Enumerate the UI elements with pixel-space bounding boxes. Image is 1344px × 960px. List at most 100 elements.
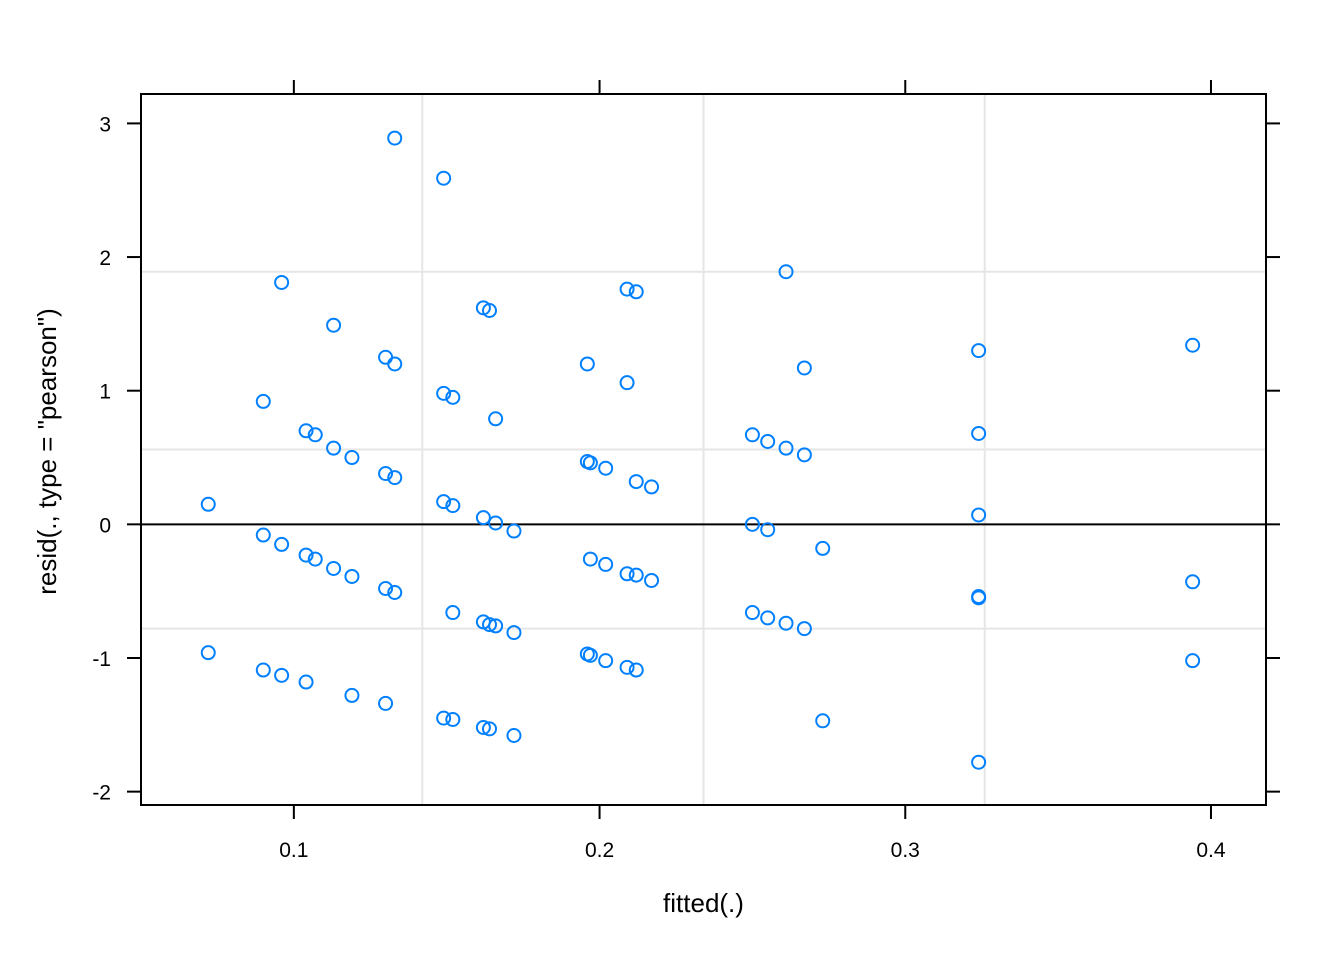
data-point (815, 713, 831, 729)
data-point (326, 440, 342, 456)
data-point (255, 527, 271, 543)
data-point (760, 522, 776, 538)
data-point (488, 618, 504, 634)
data-point (378, 695, 394, 711)
data-point (344, 568, 360, 584)
x-tick-label: 0.2 (585, 839, 614, 862)
data-point (744, 605, 760, 621)
data-point (971, 343, 987, 359)
x-tick-label: 0.4 (1196, 839, 1226, 862)
data-point (298, 547, 314, 563)
data-point (445, 498, 461, 514)
data-point (598, 460, 614, 476)
data-point (1185, 653, 1201, 669)
y-tick-label: -1 (92, 648, 111, 671)
data-point (796, 447, 812, 463)
data-point (628, 567, 644, 583)
data-point (796, 621, 812, 637)
data-point (628, 662, 644, 678)
data-point (778, 440, 794, 456)
data-point (200, 496, 216, 512)
data-point (387, 356, 403, 372)
data-point (760, 610, 776, 626)
data-point (436, 170, 452, 186)
data-point (274, 536, 290, 552)
data-point (475, 719, 491, 735)
data-point (482, 617, 498, 633)
y-tick-label: 3 (99, 113, 111, 136)
data-point (445, 389, 461, 405)
x-tick-label: 0.3 (891, 839, 920, 862)
data-point (274, 274, 290, 290)
data-point (971, 507, 987, 523)
data-point (971, 425, 987, 441)
data-point (475, 510, 491, 526)
data-point (298, 674, 314, 690)
data-point (506, 625, 522, 641)
data-point (307, 551, 323, 567)
data-point (274, 667, 290, 683)
data-point (200, 645, 216, 661)
data-point (619, 281, 635, 297)
data-point (506, 728, 522, 744)
data-point (598, 653, 614, 669)
data-point (445, 605, 461, 621)
data-point (796, 360, 812, 376)
y-tick-label: -2 (92, 782, 111, 805)
x-tick-label: 0.1 (279, 839, 308, 862)
data-point (619, 375, 635, 391)
data-point (582, 455, 598, 471)
data-point (582, 551, 598, 567)
data-point (344, 450, 360, 466)
data-point (1185, 574, 1201, 590)
data-point (326, 560, 342, 576)
data-point (482, 721, 498, 737)
data-point (582, 647, 598, 663)
data-point (971, 754, 987, 770)
data-point (815, 540, 831, 556)
data-point (378, 466, 394, 482)
y-tick-label: 0 (99, 514, 111, 537)
data-point (744, 516, 760, 532)
data-point (482, 303, 498, 319)
data-point (387, 130, 403, 146)
axis-ticks (127, 80, 1280, 819)
y-tick-label: 2 (99, 247, 111, 270)
data-points (200, 130, 1201, 770)
data-point (488, 515, 504, 531)
x-axis-title: fitted(.) (663, 888, 744, 918)
data-point (307, 427, 323, 443)
data-point (971, 590, 987, 606)
data-point (778, 264, 794, 280)
data-point (255, 393, 271, 409)
grid-lines (141, 94, 1266, 805)
data-point (436, 385, 452, 401)
data-point (619, 659, 635, 675)
data-point (445, 711, 461, 727)
data-point (255, 662, 271, 678)
data-point (436, 494, 452, 510)
data-point (387, 585, 403, 601)
data-point (579, 356, 595, 372)
data-point (344, 687, 360, 703)
data-point (387, 470, 403, 486)
data-point (760, 433, 776, 449)
y-axis-title: resid(., type = "pearson") (32, 308, 62, 595)
data-point (778, 615, 794, 631)
data-point (744, 427, 760, 443)
plot-frame (140, 93, 1267, 806)
data-point (488, 411, 504, 427)
data-point (644, 572, 660, 588)
y-tick-label: 1 (99, 381, 111, 404)
data-point (619, 566, 635, 582)
data-point (628, 474, 644, 490)
data-point (378, 580, 394, 596)
data-point (1185, 337, 1201, 353)
data-point (436, 710, 452, 726)
data-point (506, 523, 522, 539)
data-point (326, 317, 342, 333)
data-point (598, 556, 614, 572)
data-point (644, 479, 660, 495)
